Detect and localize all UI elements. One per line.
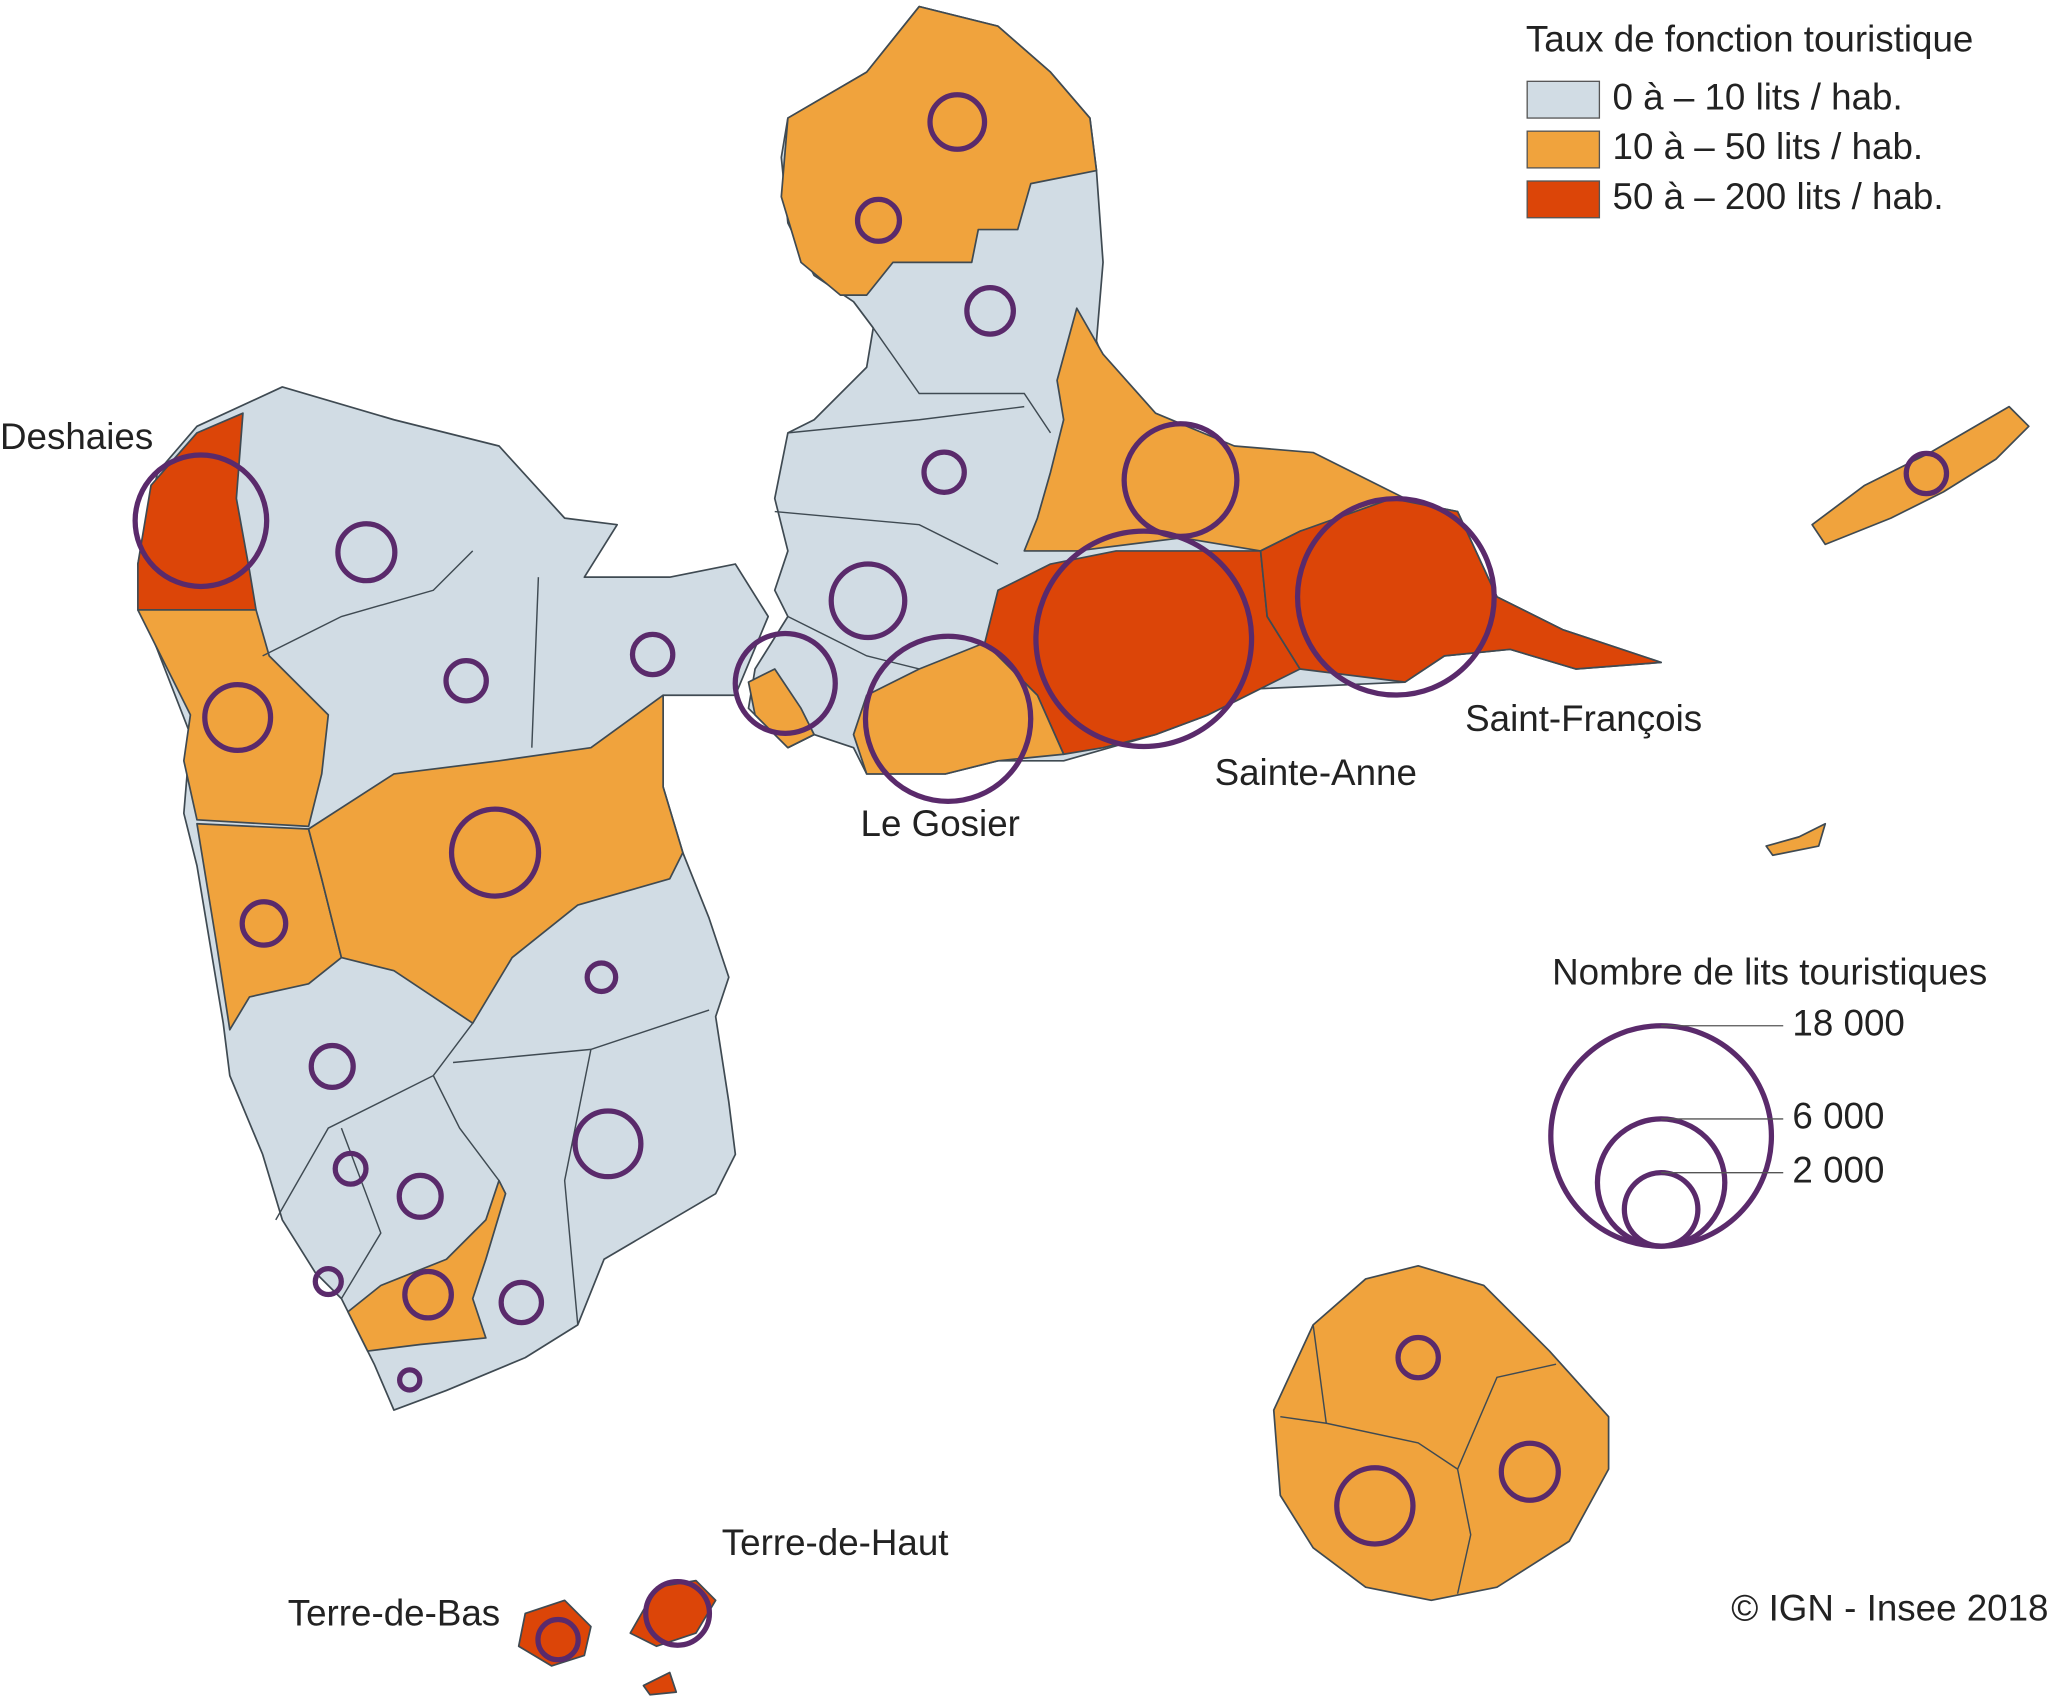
regions — [137, 5, 2030, 1696]
place-label: Le Gosier — [861, 803, 1020, 844]
legend-title: Nombre de lits touristiques — [1552, 951, 1987, 992]
bed-circle — [396, 1172, 444, 1220]
bed-circle — [498, 1279, 545, 1326]
circles — [132, 92, 1950, 1663]
bed-circle — [1395, 1334, 1441, 1381]
legend-label: 0 à – 10 lits / hab. — [1613, 76, 1903, 117]
border — [262, 550, 710, 1325]
bed-circle — [397, 1367, 423, 1393]
bed-circle — [1498, 1440, 1561, 1503]
bed-circle — [572, 1108, 644, 1180]
bed-circle — [335, 521, 398, 584]
bed-circle — [202, 682, 274, 753]
credit: © IGN - Insee 2018 — [1731, 1588, 2048, 1629]
bed-circle — [443, 658, 489, 704]
legend: 18 000 6 000 2 000 — [1548, 1002, 1905, 1249]
pointe-noire — [137, 609, 330, 828]
bed-circle — [732, 630, 838, 736]
deshaies — [137, 412, 257, 611]
legend-label: 2 000 — [1792, 1149, 1884, 1190]
bed-circle — [1334, 1465, 1416, 1547]
legend-label: 10 à – 50 lits / hab. — [1613, 126, 1924, 167]
legend-label: 50 à – 200 lits / hab. — [1613, 176, 1944, 217]
bed-circle — [584, 960, 619, 995]
border — [774, 327, 1052, 670]
bed-circle — [629, 631, 676, 678]
legend-swatch — [1526, 130, 1601, 169]
bed-circle — [239, 899, 289, 948]
terre-de-bas — [517, 1599, 592, 1667]
border — [1280, 1324, 1557, 1594]
islet — [642, 1671, 678, 1696]
place-label: Saint-François — [1465, 698, 1702, 739]
bed-circle — [448, 806, 542, 899]
legend: 0 à – 10 lits / hab. 10 à – 50 lits / hab… — [1526, 76, 1944, 219]
place-label: Deshaies — [0, 416, 153, 457]
legend-label: 6 000 — [1792, 1096, 1884, 1137]
legend-title: Taux de fonction touristique — [1526, 19, 1973, 60]
bed-circle — [308, 1042, 356, 1090]
bed-circle — [862, 633, 1034, 804]
bed-circle — [964, 285, 1016, 337]
place-label: Sainte-Anne — [1215, 752, 1417, 793]
legend-swatch — [1526, 80, 1601, 119]
bed-circle — [854, 196, 903, 244]
bed-circle — [535, 1616, 581, 1663]
legend-label: 18 000 — [1792, 1002, 1904, 1043]
bed-circle — [1903, 450, 1950, 497]
bed-circle — [1294, 496, 1497, 698]
bed-circle — [1033, 528, 1255, 750]
le-gosier — [852, 641, 1065, 775]
bed-circle — [402, 1268, 454, 1321]
petite-terre — [1765, 822, 1827, 857]
bed-circle — [312, 1265, 344, 1298]
basse-terre-town — [347, 1179, 507, 1352]
bed-circle — [132, 452, 270, 590]
la-desirade — [1811, 405, 2030, 546]
place-label: Terre-de-Haut — [722, 1522, 949, 1563]
bed-circle — [927, 92, 988, 152]
petit-bourg — [307, 694, 684, 1025]
pointe-a-pitre — [747, 668, 815, 749]
place-label: Terre-de-Bas — [288, 1593, 500, 1634]
bed-circle — [643, 1578, 713, 1648]
bed-circle — [921, 449, 967, 495]
marie-galante — [1272, 1264, 1610, 1602]
legend-circle — [1621, 1170, 1701, 1249]
bed-circle — [828, 561, 908, 641]
le-moule — [1023, 307, 1406, 552]
bed-circle — [332, 1150, 369, 1187]
legend-swatch — [1526, 180, 1601, 219]
